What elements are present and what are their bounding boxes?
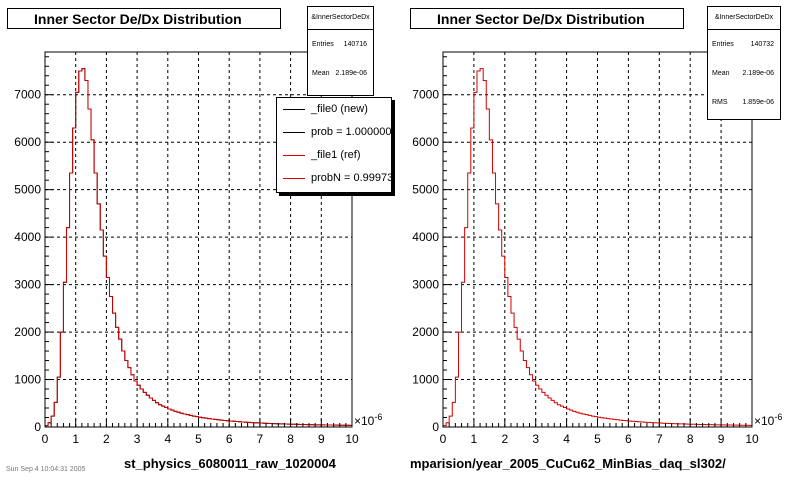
right-stats-row-mean: Mean 2.189e-06 — [708, 59, 780, 88]
legend-swatch-file1 — [283, 155, 305, 156]
left-plot: 0 1 2 3 4 5 6 7 8 9 10 ×10-6 0 1000 2000 3000 4000 5000 60… — [14, 51, 382, 446]
left-x-tick-label: 2 — [103, 432, 110, 446]
right-plot-title-text: Inner Sector De/Dx Distribution — [437, 11, 645, 27]
left-x-tick-label: 8 — [287, 432, 294, 446]
left-x-tick-label: 7 — [257, 432, 264, 446]
legend-swatch-prob — [283, 132, 305, 133]
right-y-tick-label: 1000 — [412, 373, 439, 387]
legend-label-probn: probN = 0.99973 — [311, 172, 392, 184]
timestamp-footer: Sun Sep 4 10:04:31 2005 — [6, 466, 86, 473]
legend-entry-prob: prob = 1.000000 — [277, 121, 391, 144]
left-stats-mean-label: Mean — [312, 70, 330, 77]
left-stats-entries-value: 140716 — [343, 41, 367, 48]
right-x-tick-label: 2 — [501, 432, 508, 446]
left-y-tick-label: 7000 — [14, 88, 41, 102]
right-y-tick-label: 7000 — [412, 88, 439, 102]
left-y-tick-label: 2000 — [14, 325, 41, 339]
right-stats-header: &InnerSectorDeDx — [708, 7, 780, 30]
left-x-tick-label: 0 — [42, 432, 49, 446]
left-stats-box: &InnerSectorDeDx Entries 140716 Mean 2.1… — [307, 6, 374, 96]
legend-entry-file0: _file0 (new) — [277, 98, 391, 121]
right-plot: 0 1 2 3 4 5 6 7 8 9 10 ×10-6 0 1000 2000 3000 4000 5000 60… — [412, 51, 782, 446]
left-x-axis-label: st_physics_6080011_raw_1020004 — [124, 456, 336, 471]
legend-entry-probn: probN = 0.99973 — [277, 167, 391, 190]
right-stats-rms-value: 1.859e-06 — [742, 99, 774, 106]
right-stats-row-rms: RMS 1.859e-06 — [708, 88, 780, 117]
right-stats-mean-value: 2.189e-06 — [742, 70, 774, 77]
legend-swatch-file0 — [283, 109, 305, 110]
left-x-tick-label: 4 — [164, 432, 171, 446]
left-x-tick-label: 6 — [226, 432, 233, 446]
right-stats-entries-value: 140732 — [750, 41, 774, 48]
left-stats-mean-value: 2.189e-06 — [335, 70, 367, 77]
left-stats-entries-label: Entries — [312, 41, 334, 48]
left-legend: _file0 (new) prob = 1.000000 _file1 (ref… — [276, 97, 392, 193]
left-x-tick-label: 10 — [345, 432, 359, 446]
left-x-tick-label: 9 — [318, 432, 325, 446]
right-y-tick-label: 5000 — [412, 183, 439, 197]
right-x-tick-label: 9 — [718, 432, 725, 446]
left-stats-row-entries: Entries 140716 — [308, 30, 373, 59]
left-y-tick-label: 1000 — [14, 373, 41, 387]
right-stats-mean-label: Mean — [712, 70, 730, 77]
right-histogram-series-0 — [442, 68, 753, 427]
left-x-tick-label: 3 — [134, 432, 141, 446]
left-y-tick-label: 0 — [34, 420, 41, 434]
left-y-tick-label: 4000 — [14, 230, 41, 244]
left-x-tick-label: 1 — [72, 432, 79, 446]
right-x-multiplier: ×10-6 — [754, 412, 782, 428]
left-plot-title: Inner Sector De/Dx Distribution — [7, 8, 281, 29]
legend-swatch-probn — [283, 178, 305, 179]
right-x-tick-label: 7 — [656, 432, 663, 446]
legend-entry-file1: _file1 (ref) — [277, 144, 391, 167]
right-y-tick-label: 3000 — [412, 278, 439, 292]
left-y-tick-label: 3000 — [14, 278, 41, 292]
right-stats-entries-label: Entries — [712, 41, 734, 48]
right-plot-title: Inner Sector De/Dx Distribution — [410, 8, 684, 29]
right-x-tick-label: 4 — [563, 432, 570, 446]
right-stats-row-entries: Entries 140732 — [708, 30, 780, 59]
left-plot-title-text: Inner Sector De/Dx Distribution — [34, 11, 242, 27]
right-x-tick-label: 0 — [440, 432, 447, 446]
legend-label-prob: prob = 1.000000 — [311, 126, 392, 138]
left-stats-row-mean: Mean 2.189e-06 — [308, 59, 373, 88]
right-y-tick-label: 2000 — [412, 325, 439, 339]
left-histogram-series-1 — [44, 68, 353, 427]
left-y-tick-label: 5000 — [14, 183, 41, 197]
right-stats-box: &InnerSectorDeDx Entries 140732 Mean 2.1… — [707, 6, 781, 120]
left-x-tick-label: 5 — [195, 432, 202, 446]
right-x-tick-label: 3 — [532, 432, 539, 446]
right-stats-rms-label: RMS — [712, 99, 728, 106]
legend-label-file0: _file0 (new) — [311, 103, 368, 115]
right-x-tick-label: 6 — [625, 432, 632, 446]
left-y-tick-label: 6000 — [14, 135, 41, 149]
right-y-tick-label: 6000 — [412, 135, 439, 149]
right-x-tick-label: 8 — [687, 432, 694, 446]
right-x-tick-label: 10 — [745, 432, 759, 446]
legend-label-file1: _file1 (ref) — [311, 149, 361, 161]
left-x-multiplier: ×10-6 — [354, 412, 382, 428]
right-y-tick-label: 0 — [432, 420, 439, 434]
left-stats-header: &InnerSectorDeDx — [308, 7, 373, 30]
right-y-tick-label: 4000 — [412, 230, 439, 244]
right-x-tick-label: 5 — [594, 432, 601, 446]
right-x-tick-label: 1 — [471, 432, 478, 446]
right-x-axis-label: mparision/year_2005_CuCu62_MinBias_daq_s… — [410, 456, 726, 471]
